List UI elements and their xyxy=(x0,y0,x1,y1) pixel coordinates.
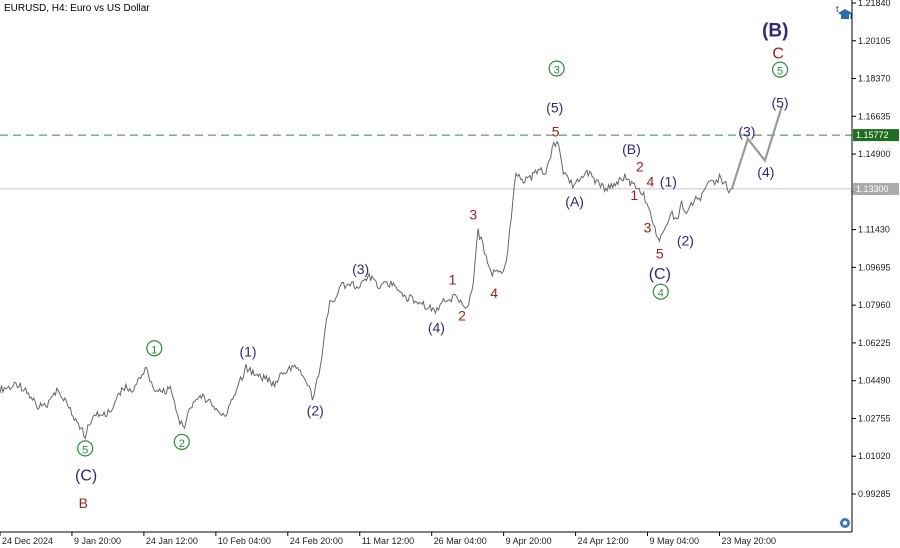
y-tick-label: 1.06225 xyxy=(858,338,891,348)
y-tick-label: 1.11430 xyxy=(858,225,890,235)
wave-label: 3 xyxy=(469,206,477,222)
price-series-line xyxy=(0,140,734,440)
y-tick-label: 1.01020 xyxy=(858,451,891,461)
wave-label: 3 xyxy=(644,219,652,235)
chart-title: EURUSD, H4: Euro vs US Dollar xyxy=(4,3,150,14)
x-tick-label: 23 May 20:00 xyxy=(721,536,776,546)
x-tick-label: 9 May 04:00 xyxy=(650,536,700,546)
x-tick-label: 24 Dec 2024 xyxy=(2,536,53,546)
wave-label: 4 xyxy=(646,174,654,190)
timeframe-label: H4 xyxy=(52,3,65,14)
y-tick-label: 1.14900 xyxy=(858,149,891,159)
wave-label: (B) xyxy=(622,141,641,157)
wave-label: (4) xyxy=(757,164,774,180)
y-tick-label: 1.04490 xyxy=(858,376,891,386)
wave-label: (5) xyxy=(771,94,788,110)
y-tick-label: 1.18370 xyxy=(858,74,891,84)
symbol-label: EURUSD xyxy=(4,3,46,14)
wave-label: 2 xyxy=(458,308,466,324)
description-label: Euro vs US Dollar xyxy=(70,3,150,14)
wave-label-circle xyxy=(146,340,163,357)
wave-label: 5 xyxy=(777,66,783,78)
y-tick-label: 1.02755 xyxy=(858,413,891,423)
x-tick-label: 9 Jan 20:00 xyxy=(74,536,121,546)
y-tick-label: 1.07960 xyxy=(858,300,891,310)
wave-label: 1 xyxy=(151,344,157,356)
wave-label-circle xyxy=(771,61,789,78)
x-tick-label: 24 Feb 20:00 xyxy=(290,536,343,546)
wave-label: 1 xyxy=(449,272,457,288)
wave-label: 3 xyxy=(554,65,560,77)
chart-settings-icon[interactable] xyxy=(840,518,850,528)
wave-label: 2 xyxy=(179,438,185,450)
current-price-value: 1.13300 xyxy=(856,184,889,194)
wave-label: B xyxy=(79,495,88,511)
series-layer xyxy=(0,105,783,440)
wave-labels-layer: (B)C5(5)(3)(4)3(5)5(A)(B)241(1)3(2)5(C)4… xyxy=(75,21,789,511)
wave-label: 1 xyxy=(630,187,638,203)
x-tick-label: 24 Apr 12:00 xyxy=(578,536,629,546)
target-level-value: 1.15772 xyxy=(856,130,889,140)
wave-label: (B) xyxy=(762,21,788,42)
forecast-path-line xyxy=(730,105,783,190)
wave-label: 5 xyxy=(656,246,664,262)
wave-label: (C) xyxy=(75,468,97,485)
wave-label-circle xyxy=(173,433,190,450)
x-tick-label: 9 Apr 20:00 xyxy=(506,536,552,546)
wave-label-circle xyxy=(652,283,669,300)
levels-layer xyxy=(0,134,852,190)
wave-label: (2) xyxy=(307,402,324,418)
wave-label: 5 xyxy=(82,444,88,456)
title-separator-2: : xyxy=(65,3,71,14)
target-level-tag xyxy=(853,129,899,142)
x-tick-label: 10 Feb 04:00 xyxy=(218,536,271,546)
top-right-label: t xyxy=(836,4,839,14)
wave-label: (5) xyxy=(546,100,563,116)
wave-label: (3) xyxy=(738,124,755,140)
wave-label: (C) xyxy=(649,266,671,283)
x-tick-label: 24 Jan 12:00 xyxy=(146,536,198,546)
wave-label: 4 xyxy=(490,285,498,301)
wave-label: (3) xyxy=(352,261,369,277)
y-tick-label: 1.20105 xyxy=(858,36,891,46)
trading-hat-icon[interactable] xyxy=(838,9,852,19)
y-tick-label: 1.16635 xyxy=(858,111,891,121)
wave-label: 4 xyxy=(658,288,664,300)
y-tick-label: 1.21840 xyxy=(858,0,891,8)
x-tick-label: 26 Mar 04:00 xyxy=(434,536,487,546)
current-price-tag xyxy=(853,182,899,195)
wave-label: (A) xyxy=(565,193,584,209)
wave-label-circle xyxy=(548,60,565,77)
wave-label: 5 xyxy=(552,124,560,140)
wave-label: C xyxy=(772,45,784,62)
x-tick-label: 11 Mar 12:00 xyxy=(362,536,414,546)
wave-label: (1) xyxy=(239,344,256,360)
wave-label: (2) xyxy=(677,233,694,249)
wave-label: 2 xyxy=(636,158,644,174)
wave-label: (1) xyxy=(660,174,677,190)
wave-label-circle xyxy=(77,440,94,457)
title-separator-1: , xyxy=(46,3,52,14)
y-tick-label: 0.99285 xyxy=(858,489,891,499)
y-tick-label: 1.09695 xyxy=(858,262,891,272)
wave-label: (4) xyxy=(428,320,445,336)
